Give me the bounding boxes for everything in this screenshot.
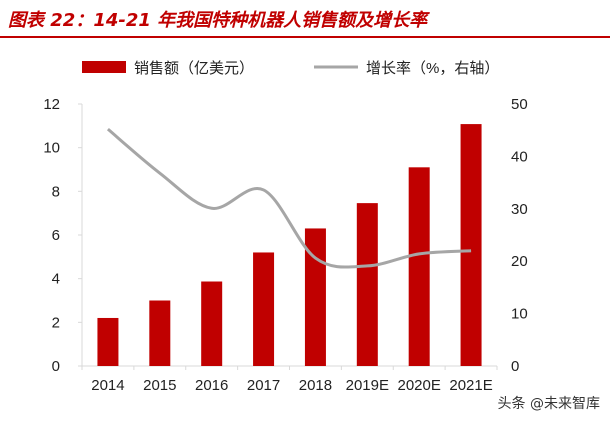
growth-rate-line bbox=[106, 128, 472, 269]
bar-2015 bbox=[149, 300, 171, 366]
bar-2019E bbox=[356, 203, 378, 366]
bar-2014 bbox=[97, 317, 119, 366]
y-tick-label: 12 bbox=[43, 96, 60, 113]
bar-2020E bbox=[408, 167, 430, 366]
legend-line-label: 增长率（%，右轴） bbox=[366, 60, 499, 77]
x-tick-label: 2018 bbox=[299, 377, 332, 394]
title-divider bbox=[0, 36, 610, 38]
x-tick-label: 2021E bbox=[449, 377, 492, 394]
x-tick-label: 2020E bbox=[398, 377, 441, 394]
legend-bar-label: 销售额（亿美元） bbox=[134, 60, 254, 77]
y-tick-label: 4 bbox=[52, 271, 60, 288]
x-tick-label: 2014 bbox=[91, 377, 124, 394]
x-tick-label: 2019E bbox=[346, 377, 389, 394]
bar-2021E bbox=[460, 124, 482, 366]
watermark: 头条 @未来智库 bbox=[497, 396, 600, 412]
y-tick-label: 0 bbox=[52, 358, 60, 375]
y-tick-label: 8 bbox=[52, 183, 60, 200]
y2-tick-label: 0 bbox=[511, 358, 519, 375]
x-tick-label: 2017 bbox=[247, 377, 280, 394]
x-tick-label: 2016 bbox=[195, 377, 228, 394]
y2-tick-label: 50 bbox=[511, 96, 528, 113]
bar-2017 bbox=[253, 252, 275, 366]
y2-tick-label: 20 bbox=[511, 253, 528, 270]
y-tick-label: 6 bbox=[52, 227, 60, 244]
bar-2016 bbox=[201, 281, 223, 366]
y2-tick-label: 30 bbox=[511, 201, 528, 218]
y-tick-label: 2 bbox=[52, 314, 60, 331]
chart-title: 图表 22：14-21 年我国特种机器人销售额及增长率 bbox=[8, 10, 428, 31]
x-tick-label: 2015 bbox=[143, 377, 176, 394]
y2-tick-label: 40 bbox=[511, 148, 528, 165]
y-tick-label: 10 bbox=[43, 140, 60, 157]
y2-tick-label: 10 bbox=[511, 306, 528, 323]
legend-bar-swatch bbox=[82, 61, 126, 73]
chart-svg: 0 2 4 6 8 10 12 0 10 20 30 40 50 2014 2015 2016 2017 2018… bbox=[43, 60, 528, 394]
